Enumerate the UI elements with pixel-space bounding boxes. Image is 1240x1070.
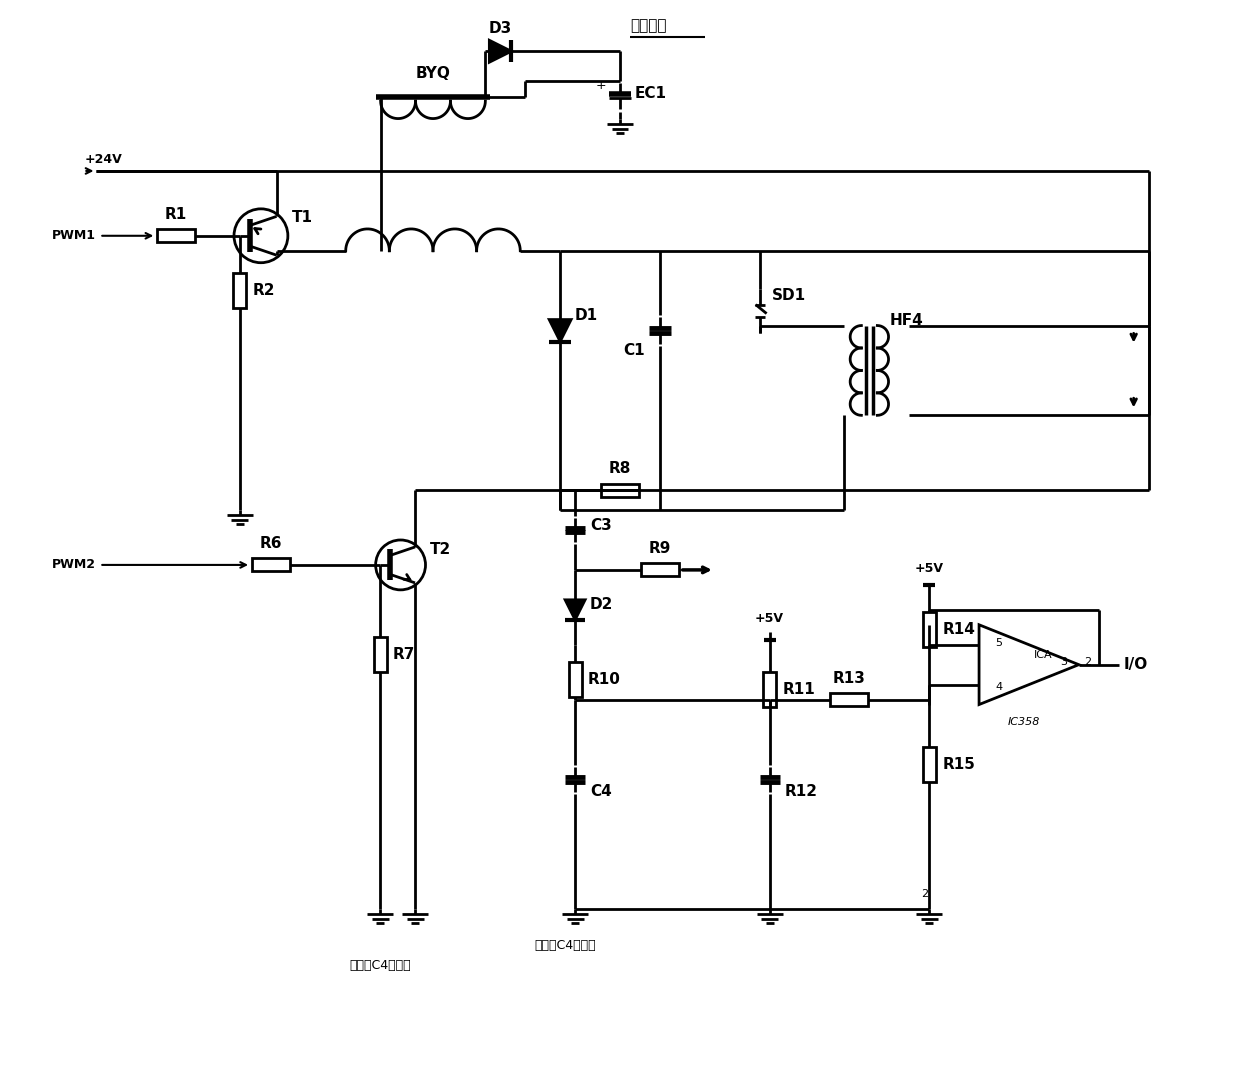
Text: 有火时C4为负値: 有火时C4为负値 xyxy=(350,959,412,972)
Text: T1: T1 xyxy=(291,211,312,226)
Bar xyxy=(569,662,582,697)
Text: R10: R10 xyxy=(588,672,621,687)
Text: 3: 3 xyxy=(1060,657,1068,667)
Text: R14: R14 xyxy=(942,623,975,638)
Text: R11: R11 xyxy=(782,682,816,697)
Bar xyxy=(233,273,246,308)
Text: R8: R8 xyxy=(609,461,631,476)
Bar xyxy=(831,693,868,706)
Text: 电压检湋: 电压检湋 xyxy=(630,18,666,33)
Text: IC358: IC358 xyxy=(1008,717,1040,727)
Bar xyxy=(763,672,776,707)
Polygon shape xyxy=(549,320,572,341)
Polygon shape xyxy=(490,41,511,62)
Text: +5V: +5V xyxy=(915,562,944,575)
Text: 4: 4 xyxy=(996,682,1003,691)
Text: I/O: I/O xyxy=(1123,657,1148,672)
Bar xyxy=(601,484,639,496)
Text: R7: R7 xyxy=(393,647,415,662)
Text: R15: R15 xyxy=(942,756,975,771)
Text: 有火时C4为负値: 有火时C4为负値 xyxy=(534,939,596,952)
Text: C3: C3 xyxy=(590,518,611,533)
Text: R9: R9 xyxy=(649,541,671,556)
Bar xyxy=(641,564,678,577)
Text: +: + xyxy=(595,79,606,92)
Text: 5: 5 xyxy=(996,638,1002,647)
Text: R13: R13 xyxy=(833,671,866,686)
Bar xyxy=(373,638,387,672)
Text: ICA: ICA xyxy=(1034,649,1053,660)
Text: +24V: +24V xyxy=(84,153,123,166)
Text: R6: R6 xyxy=(259,536,283,551)
Text: PWM1: PWM1 xyxy=(52,229,97,242)
Bar xyxy=(157,229,195,242)
Text: 2: 2 xyxy=(920,889,928,899)
Text: R12: R12 xyxy=(785,784,817,799)
Text: C1: C1 xyxy=(624,343,645,358)
Text: PWM2: PWM2 xyxy=(52,559,97,571)
Text: T2: T2 xyxy=(429,542,451,557)
Text: EC1: EC1 xyxy=(635,86,667,101)
Text: D1: D1 xyxy=(575,308,598,323)
Text: +5V: +5V xyxy=(755,612,784,625)
Text: R2: R2 xyxy=(253,284,275,299)
Text: SD1: SD1 xyxy=(771,288,806,303)
Text: C4: C4 xyxy=(590,784,611,799)
Polygon shape xyxy=(565,600,585,620)
Text: 2: 2 xyxy=(1084,657,1091,667)
Text: HF4: HF4 xyxy=(889,314,923,328)
Bar xyxy=(923,747,936,782)
Text: D2: D2 xyxy=(590,597,614,612)
Bar xyxy=(923,612,936,647)
Text: R1: R1 xyxy=(165,207,187,221)
Text: D3: D3 xyxy=(489,21,512,36)
Bar xyxy=(252,559,290,571)
Text: BYQ: BYQ xyxy=(415,66,450,81)
